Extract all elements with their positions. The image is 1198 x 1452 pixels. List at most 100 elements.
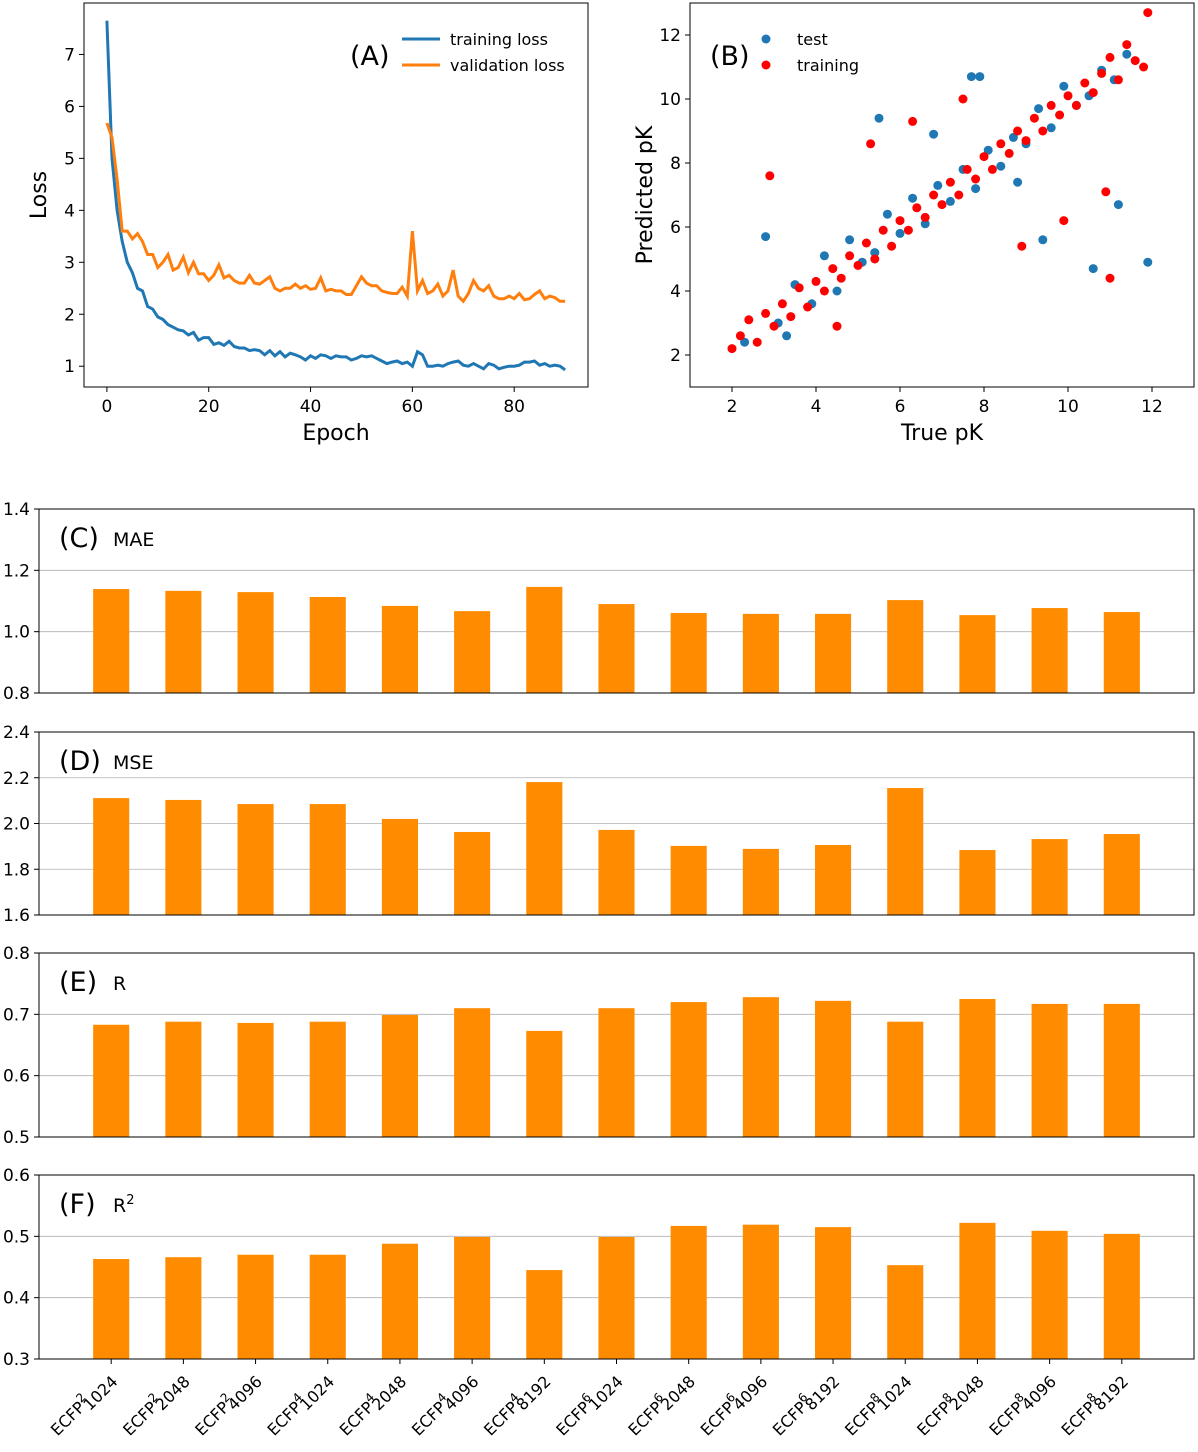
point [1143,257,1153,267]
category-sub: 8192 [512,1372,554,1414]
x-tick-label: ECFP62048 [622,1366,699,1443]
x-tick-label: ECFP84096 [983,1366,1060,1443]
y-tick-label: 2.4 [3,723,30,743]
y-tick-label: 5 [64,149,75,169]
bar [93,1024,130,1137]
bar [381,818,418,915]
legend-label: validation loss [450,56,565,75]
panel: 0.5 0.6 0.7 0.8 (E) R [3,944,1195,1148]
point [861,238,871,248]
panel-label: (F) [59,1189,96,1220]
plot-frame [38,508,1195,694]
bar [598,604,635,693]
bar [237,1022,274,1137]
bar [309,804,346,915]
panel: 0.8 1.0 1.2 1.4 (C) MAE [3,500,1195,704]
bar [454,831,491,915]
point [1139,62,1149,72]
x-tick-label: 40 [300,397,322,417]
bar [742,613,779,693]
bar [887,1265,924,1359]
y-tick-label: 1.4 [3,500,30,520]
bar [1103,834,1140,915]
bar [815,1000,852,1137]
y-tick-label: 0.7 [3,1005,30,1025]
point [987,164,997,174]
plot-frame [83,2,589,388]
category-sub: 1024 [873,1372,915,1414]
x-tick-label: ECFP22048 [117,1366,194,1443]
category-sub: 4096 [1018,1372,1060,1414]
category-sub: 2048 [946,1372,988,1414]
bar [1103,612,1140,693]
point [1021,136,1031,146]
point [794,283,804,293]
bar [742,997,779,1137]
point [752,337,762,347]
point [1143,8,1153,18]
x-tick-label: 12 [1141,397,1163,417]
point [929,129,939,139]
point [819,251,829,261]
point [1080,78,1090,88]
point [1029,113,1039,123]
category-sub: 1024 [585,1372,627,1414]
y-tick-label: 2 [64,305,75,325]
point [1063,91,1073,101]
bar [454,1008,491,1137]
bar [670,845,707,915]
point [735,331,745,341]
y-tick-label: 6 [64,97,75,117]
bar [1031,1003,1068,1137]
metric-name: MAE [113,529,154,551]
bar [959,1222,996,1359]
x-tick-label: ECFP21024 [45,1366,122,1443]
bar [165,590,202,693]
x-axis-label: True pK [900,421,984,446]
point [937,200,947,210]
x-axis-label: Epoch [302,421,369,446]
bar [959,850,996,915]
plot-frame [38,731,1195,916]
category-sub: 2048 [368,1372,410,1414]
bar [526,586,563,693]
bar [454,611,491,693]
point [1004,148,1014,158]
point [929,190,939,200]
point [866,139,876,149]
point [975,72,985,82]
loss-line [105,122,566,304]
x-tick-label: ECFP82048 [911,1366,988,1443]
point [811,276,821,286]
point [1088,88,1098,98]
point [761,232,771,242]
point [933,180,943,190]
point [996,161,1006,171]
bar [1031,608,1068,693]
bar [815,845,852,915]
point [912,203,922,213]
point [1059,216,1069,226]
category-sub: 1024 [79,1372,121,1414]
point [971,184,981,194]
y-tick-label: 0.3 [3,1350,30,1370]
point [966,72,976,82]
bar [1031,839,1068,915]
point [803,302,813,312]
x-tick-label: 8 [979,397,990,417]
x-tick-label: ECFP44096 [406,1366,483,1443]
bar [670,612,707,693]
bar [381,1243,418,1359]
category-sub: 2048 [152,1372,194,1414]
point [878,225,888,235]
point [870,248,880,258]
x-tick-label: 0 [101,397,112,417]
bar [598,829,635,915]
point [945,177,955,187]
metric-label: MSE [113,752,153,774]
panel: 1 2 3 4 5 6 7 0 20 40 60 80 Epoch Loss (A) training los… [27,2,589,446]
panel-label: (B) [710,41,750,72]
bar [598,1236,635,1359]
point [845,235,855,245]
point [853,260,863,270]
